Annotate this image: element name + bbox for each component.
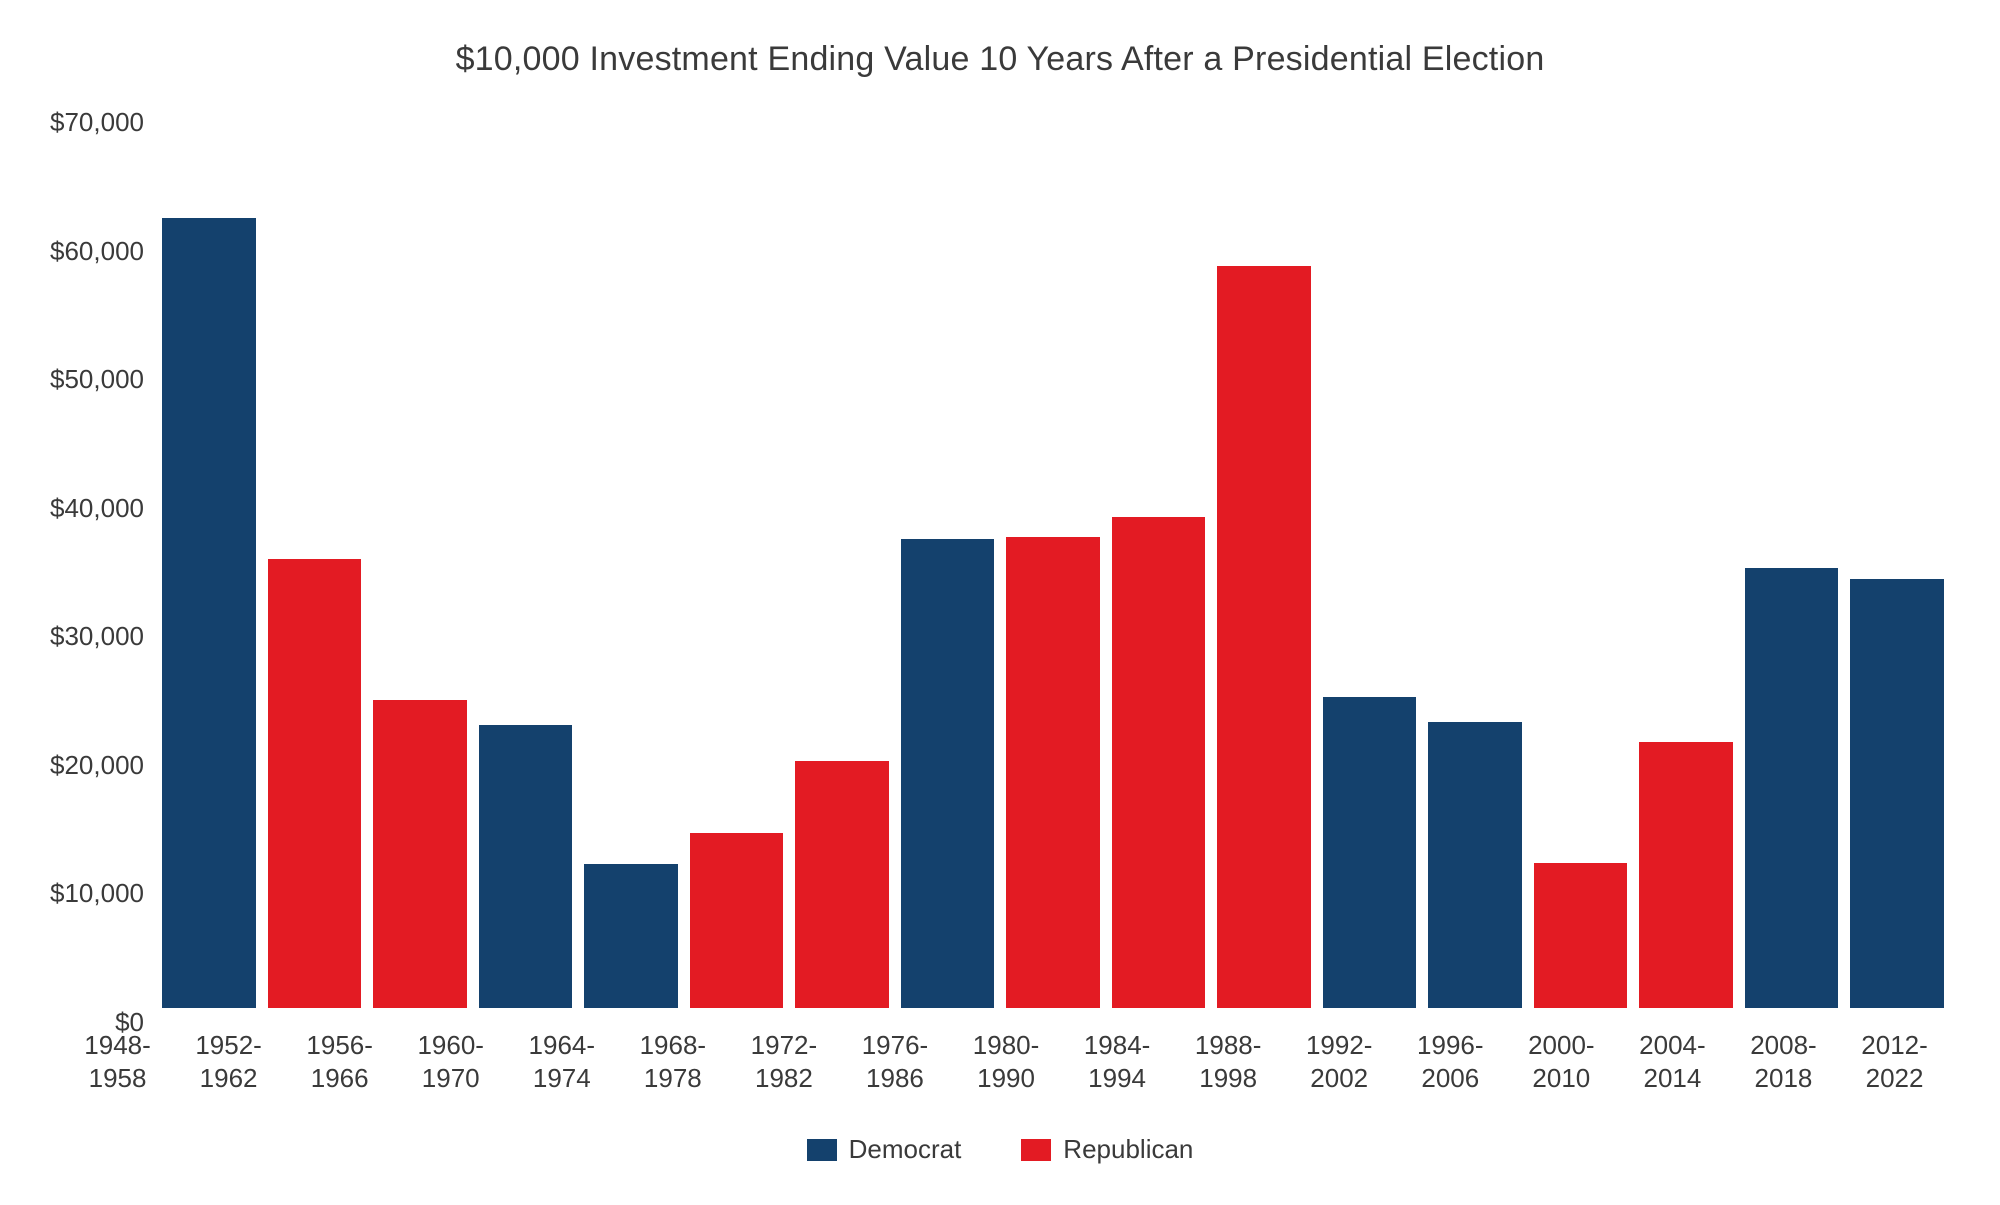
- bar-slot: [584, 109, 678, 1008]
- bar: [1006, 537, 1100, 1008]
- bar-slot: [1112, 109, 1206, 1008]
- x-tick-label: 1952-1962: [179, 1029, 278, 1094]
- bar-slot: [1850, 109, 1944, 1008]
- bar: [1745, 568, 1839, 1009]
- bar: [1850, 579, 1944, 1008]
- bar-slot: [1428, 109, 1522, 1008]
- x-tick-label: 1976-1986: [845, 1029, 944, 1094]
- legend-swatch: [1021, 1139, 1051, 1161]
- bar: [268, 559, 362, 1009]
- x-tick-label: 1996-2006: [1401, 1029, 1500, 1094]
- x-tick-label: 1948-1958: [68, 1029, 167, 1094]
- x-tick-label: 1980-1990: [957, 1029, 1056, 1094]
- bar-slot: [1534, 109, 1628, 1008]
- x-tick-label: 2000-2010: [1512, 1029, 1611, 1094]
- investment-bar-chart: $10,000 Investment Ending Value 10 Years…: [50, 40, 1950, 1165]
- x-tick-label: 2004-2014: [1623, 1029, 1722, 1094]
- bar: [1323, 697, 1417, 1008]
- bar-slot: [268, 109, 362, 1008]
- legend-swatch: [807, 1139, 837, 1161]
- chart-title: $10,000 Investment Ending Value 10 Years…: [50, 40, 1950, 79]
- x-tick-label: 1988-1998: [1179, 1029, 1278, 1094]
- legend-label: Republican: [1063, 1134, 1193, 1165]
- y-axis: $70,000$60,000$50,000$40,000$30,000$20,0…: [50, 109, 156, 1009]
- bar: [690, 833, 784, 1008]
- bar: [479, 725, 573, 1008]
- bar-slot: [1745, 109, 1839, 1008]
- x-tick-label: 1968-1978: [623, 1029, 722, 1094]
- legend-item: Democrat: [807, 1134, 962, 1165]
- bar-slot: [1323, 109, 1417, 1008]
- bar: [795, 761, 889, 1008]
- x-axis: 1948-19581952-19621956-19661960-19701964…: [62, 1029, 1950, 1094]
- x-tick-label: 2008-2018: [1734, 1029, 1833, 1094]
- plot-area: [156, 109, 1950, 1009]
- legend-label: Democrat: [849, 1134, 962, 1165]
- bar: [584, 864, 678, 1008]
- chart-body: $70,000$60,000$50,000$40,000$30,000$20,0…: [50, 109, 1950, 1009]
- bar-slot: [795, 109, 889, 1008]
- x-tick-label: 1956-1966: [290, 1029, 389, 1094]
- bar-slot: [1006, 109, 1100, 1008]
- chart-legend: Democrat Republican: [50, 1134, 1950, 1165]
- bar: [373, 700, 467, 1008]
- bar: [1639, 742, 1733, 1008]
- bar-slot: [162, 109, 256, 1008]
- bar-slot: [1217, 109, 1311, 1008]
- x-tick-label: 1972-1982: [734, 1029, 833, 1094]
- legend-item: Republican: [1021, 1134, 1193, 1165]
- bar-slot: [373, 109, 467, 1008]
- bar: [1112, 517, 1206, 1008]
- bar-slot: [690, 109, 784, 1008]
- bar-slot: [1639, 109, 1733, 1008]
- bar-slot: [479, 109, 573, 1008]
- x-axis-wrap: $70,000 1948-19581952-19621956-19661960-…: [50, 1009, 1950, 1094]
- bar: [1534, 863, 1628, 1008]
- bar: [1428, 722, 1522, 1008]
- x-tick-label: 1964-1974: [512, 1029, 611, 1094]
- bar: [1217, 266, 1311, 1008]
- x-tick-label: 2012-2022: [1845, 1029, 1944, 1094]
- x-tick-label: 1960-1970: [401, 1029, 500, 1094]
- bar: [162, 218, 256, 1008]
- bar: [901, 539, 995, 1008]
- x-tick-label: 1984-1994: [1068, 1029, 1167, 1094]
- x-tick-label: 1992-2002: [1290, 1029, 1389, 1094]
- bar-slot: [901, 109, 995, 1008]
